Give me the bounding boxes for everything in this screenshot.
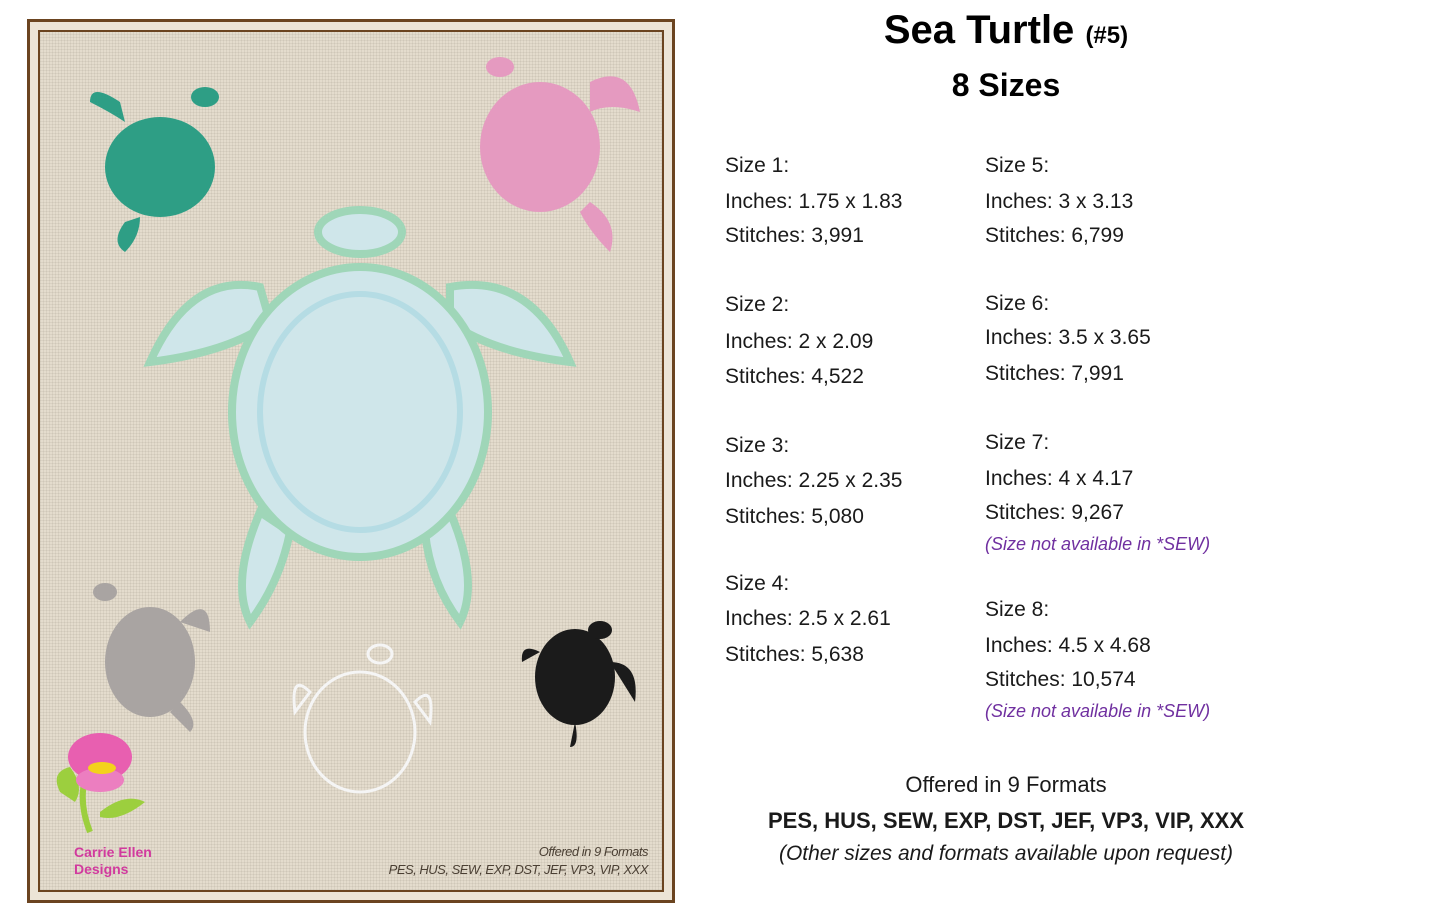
size-label: Size 4: — [725, 572, 790, 595]
size-inches: Inches: 4.5 x 4.68 — [985, 634, 1151, 657]
flower-logo-icon — [56, 733, 145, 834]
size-inches: Inches: 2 x 2.09 — [725, 330, 874, 353]
size-stitches: Stitches: 10,574 — [985, 668, 1136, 691]
pink-turtle — [480, 57, 640, 252]
size-stitches: Stitches: 6,799 — [985, 224, 1124, 247]
formats-offered: Offered in 9 Formats — [905, 772, 1107, 797]
product-image: Carrie Ellen Designs Offered in 9 Format… — [27, 19, 675, 903]
gray-turtle — [93, 583, 210, 732]
request-note: (Other sizes and formats available upon … — [778, 842, 1234, 865]
size-inches: Inches: 3 x 3.13 — [985, 190, 1134, 213]
size-stitches: Stitches: 9,267 — [985, 501, 1124, 524]
size-label: Size 5: — [985, 154, 1050, 177]
size-inches: Inches: 2.25 x 2.35 — [725, 469, 903, 492]
black-turtle — [521, 621, 636, 747]
title-number: (#5) — [1085, 22, 1129, 49]
size-inches: Inches: 3.5 x 3.65 — [985, 326, 1151, 349]
size-stitches: Stitches: 3,991 — [725, 224, 864, 247]
size-availability-note: (Size not available in *SEW) — [985, 701, 1211, 721]
size-label: Size 6: — [985, 292, 1050, 315]
image-caption-formats: PES, HUS, SEW, EXP, DST, JEF, VP3, VIP, … — [388, 862, 649, 877]
size-stitches: Stitches: 4,522 — [725, 365, 864, 388]
size-availability-note: (Size not available in *SEW) — [985, 534, 1211, 554]
size-label: Size 7: — [985, 431, 1050, 454]
size-stitches: Stitches: 7,991 — [985, 362, 1124, 385]
title-text: Sea Turtle — [883, 8, 1075, 52]
size-label: Size 3: — [725, 434, 790, 457]
white-turtle — [292, 643, 433, 794]
turtle-illustrations — [56, 57, 640, 834]
product-title: Sea Turtle (#5) — [700, 8, 1312, 53]
size-label: Size 2: — [725, 293, 790, 316]
size-label: Size 1: — [725, 154, 790, 177]
size-inches: Inches: 2.5 x 2.61 — [725, 607, 891, 630]
teal-turtle — [90, 87, 219, 252]
size-label: Size 8: — [985, 598, 1050, 621]
large-turtle — [143, 206, 577, 630]
logo-text-line1: Carrie Ellen — [74, 844, 152, 860]
size-stitches: Stitches: 5,080 — [725, 505, 864, 528]
size-inches: Inches: 1.75 x 1.83 — [725, 190, 903, 213]
formats-list: PES, HUS, SEW, EXP, DST, JEF, VP3, VIP, … — [767, 808, 1245, 833]
size-inches: Inches: 4 x 4.17 — [985, 467, 1134, 490]
logo-text-line2: Designs — [74, 861, 129, 877]
image-caption-offered: Offered in 9 Formats — [538, 844, 649, 859]
size-stitches: Stitches: 5,638 — [725, 643, 864, 666]
sizes-count: 8 Sizes — [951, 67, 1061, 103]
